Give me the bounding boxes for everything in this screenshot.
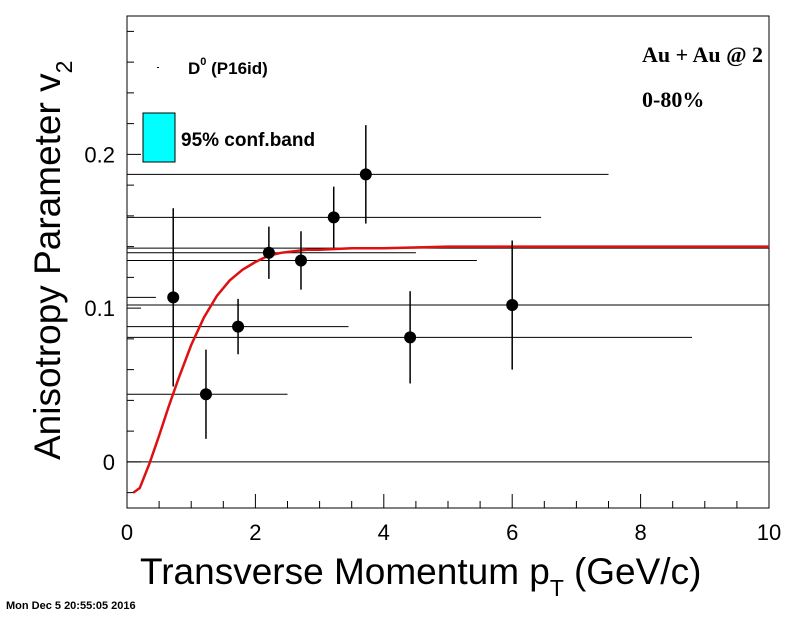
- timestamp: Mon Dec 5 20:55:05 2016: [6, 600, 136, 612]
- x-tick-label: 2: [249, 520, 261, 545]
- data-points: [167, 125, 519, 439]
- axes: 0 2 4 6 8 10 0 0.1 0.2: [84, 30, 781, 545]
- x-tick-label: 8: [634, 520, 646, 545]
- data-point: [232, 320, 245, 333]
- legend-series-marker: [157, 67, 159, 68]
- fit-curve: [132, 245, 769, 494]
- data-point: [327, 211, 340, 224]
- data-point: [359, 168, 372, 181]
- y-tick-label: 0: [103, 450, 115, 475]
- horizontal-lines: [127, 173, 769, 463]
- x-tick-label: 4: [378, 520, 390, 545]
- data-point: [294, 254, 307, 267]
- y-tick-label: 0.1: [84, 296, 115, 321]
- x-tick-label: 0: [121, 520, 133, 545]
- y-axis-title: Anisotropy Parameter v2: [27, 61, 77, 460]
- y-tick-label: 0.2: [84, 142, 115, 167]
- data-point: [199, 388, 212, 401]
- legend-series-label: D0 (P16id): [188, 56, 268, 78]
- data-point: [167, 291, 180, 304]
- x-axis-title: Transverse Momentum pT (GeV/c): [140, 551, 701, 601]
- x-tick-label: 6: [506, 520, 518, 545]
- data-point: [404, 331, 417, 344]
- x-tick-label: 10: [757, 520, 781, 545]
- legend-band-swatch: [142, 112, 176, 163]
- data-point: [262, 246, 275, 259]
- annotation-collision: Au + Au @ 2: [642, 42, 763, 67]
- legend-band-label: 95% conf.band: [181, 130, 315, 151]
- annotation-centrality: 0-80%: [642, 87, 704, 112]
- data-point: [506, 299, 519, 312]
